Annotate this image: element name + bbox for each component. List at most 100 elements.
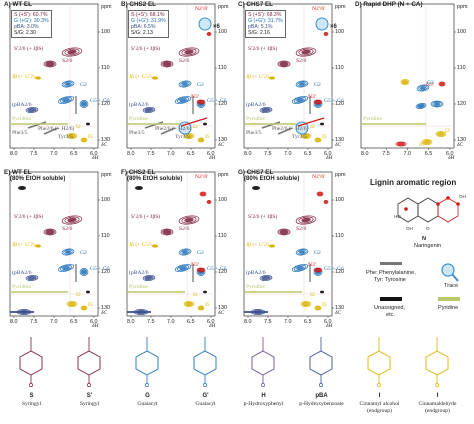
unassigned-swatch (380, 297, 402, 301)
y-tick-label: 100 (218, 29, 227, 35)
x-tick-label: 6.5 (187, 319, 195, 325)
structure-code: pBA (315, 393, 328, 399)
peak-label-tyr: Tyr3/5 (58, 134, 73, 140)
x-tick-label: 8.0 (10, 151, 18, 157)
peak-label-n3: N3' (308, 262, 316, 268)
y-axis-label: δC (218, 142, 225, 148)
y-axis-unit: ppm (101, 4, 112, 10)
peak-label-s26: S′2/6 (+ JβS) (248, 214, 278, 220)
peak-label-g2pr: Jβ (+ G′2) (246, 242, 269, 248)
y-axis-label: δC (335, 142, 342, 148)
y-tick-label: 130 (457, 137, 466, 143)
x-tick-label: 7.0 (284, 319, 292, 325)
composition-entry: S/G: 2.30 (14, 30, 36, 36)
panel-sublabel: (80% EtOH soluble) (244, 176, 300, 182)
peak-label-g5g6: G5 + G6 (90, 98, 110, 104)
peak-label-n26: N2'/6' (195, 174, 209, 180)
x-axis-label: δH (326, 323, 333, 329)
peak-label-phe: Phe3/5 (246, 130, 262, 136)
y-axis-unit: ppm (218, 4, 229, 10)
x-tick-label: 8.0 (10, 319, 18, 325)
x-tick-label: 7.5 (264, 151, 272, 157)
phe-swatch (380, 262, 402, 265)
peak-label-pba: (pBA2/6 (12, 102, 32, 108)
peak-label-g2pr: Jβ (+ G′2) (12, 242, 35, 248)
structure-7: I Cinnamyl alcohol (endgroup) (352, 335, 407, 423)
panel-label: A) WT EL (4, 1, 32, 8)
x-tick-label: 7.5 (382, 151, 390, 157)
svg-text:OH: OH (459, 194, 466, 199)
scale-factor: ×6 (330, 24, 337, 30)
peak-label-n26: N2'/6' (312, 174, 326, 180)
structure-name: Syringyl (21, 401, 42, 407)
peak-label-g2: G2 (80, 82, 87, 88)
structure-name: p-Hydroxybenzoate (299, 401, 344, 407)
y-tick-label: 130 (218, 137, 227, 143)
peak-label-n3: N3' (308, 94, 316, 100)
peak-label-phe2: Phe2/6 (+ H2/6) (155, 126, 192, 132)
peak-label-s26: S′2/6 (+ JβS) (131, 46, 161, 52)
x-tick-label: 7.0 (167, 319, 175, 325)
x-tick-label: 6.0 (324, 319, 332, 325)
panel-label: D) Rapid DHP (N + CA) (355, 1, 423, 8)
peak-label-g5g6: G5 + G6 (324, 98, 344, 104)
panel-label: E) WT EL (4, 169, 32, 176)
peak-label-tyr: Tyr3/5 (292, 134, 307, 140)
peak-label-g5g6: G5 + G6 (207, 98, 227, 104)
y-tick-label: 120 (218, 101, 227, 107)
y-tick-label: 130 (101, 137, 110, 143)
x-axis-label: δH (209, 323, 216, 329)
peak-label-i5: I5 (322, 134, 327, 140)
x-tick-label: 7.0 (167, 151, 175, 157)
structure-code: I (378, 393, 381, 399)
peak-label-g2: G2 (314, 82, 321, 88)
spectrum-panel-f: F) CHS2 EL (80% EtOH soluble) S′2/6 (+ JβS… (119, 169, 233, 334)
composition-entry: S/G: 2.13 (131, 30, 153, 36)
y-tick-label: 100 (218, 197, 227, 203)
y-tick-label: 110 (457, 65, 466, 71)
y-axis-label: δC (335, 310, 342, 316)
y-tick-label: 100 (335, 29, 344, 35)
peak-label-phe2: Phe2/6 (+ H2/6) (38, 126, 75, 132)
structure-code: I (436, 393, 439, 399)
spectrum-panel-b: B) CHS2 EL S (+S'): 68.1% G (+G'): 31.9% pB… (119, 1, 233, 166)
spectrum-panel-a: A) WT EL S (+S'): 60.7% G (+G'): 30.3% pBA:… (2, 1, 116, 166)
legend-tyr: Tyr: Tyrosine (374, 277, 406, 283)
naringenin-structure: HO OH O OH (394, 194, 466, 231)
x-axis-label: δH (448, 155, 455, 161)
composition-legend: S (+S'): 68.3% G (+G'): 31.7% pBA: 5.1% S/G… (245, 10, 286, 38)
composition-entry: S (+S'): 60.7% (14, 12, 48, 18)
peak-label-pyridine: Pyridine (246, 116, 265, 122)
peak-label-s26b: S2/6 (179, 58, 190, 64)
structure-3: G Guaiacyl (120, 335, 175, 423)
y-axis-label: δC (218, 310, 225, 316)
structure-4: G' Guaiacyl (178, 335, 233, 423)
y-tick-label: 130 (335, 137, 344, 143)
structure-extra: (endgroup) (367, 408, 392, 414)
panel-label: F) CHS2 EL (121, 169, 156, 176)
y-tick-label: 110 (101, 233, 110, 239)
structure-8: I Cinnamaldehyde (endgroup) (410, 335, 465, 423)
peak-label-n3: N3' (191, 262, 199, 268)
peak-label-g5g6: G5 + G6 (90, 266, 110, 272)
peak-label-phe: Phe3/5 (12, 130, 28, 136)
x-tick-label: 7.0 (284, 151, 292, 157)
peak-label-g2: G2 (197, 250, 204, 256)
x-tick-label: 7.5 (30, 151, 38, 157)
peak-label-pba: (pBA2/6 (12, 270, 32, 276)
composition-entry: S/G: 2.16 (248, 30, 270, 36)
structure-name: Cinnamaldehyde (418, 401, 457, 407)
peak-label-i5: I5 (205, 302, 210, 308)
x-tick-label: 6.0 (90, 151, 98, 157)
scale-factor: ×6 (213, 24, 220, 30)
panel-sublabel: (80% EtOH soluble) (127, 176, 183, 182)
peak-label-g2: G2 (427, 80, 434, 86)
legend-etc: etc. (386, 312, 396, 318)
peak-label-s26b: S2/6 (179, 226, 190, 232)
peak-label-i2: I2 (310, 124, 315, 130)
y-tick-label: 120 (101, 101, 110, 107)
peak-label-g5g6: G5 + G6 (324, 266, 344, 272)
x-tick-label: 6.0 (324, 151, 332, 157)
structure-name: Guaiacyl (195, 401, 216, 407)
